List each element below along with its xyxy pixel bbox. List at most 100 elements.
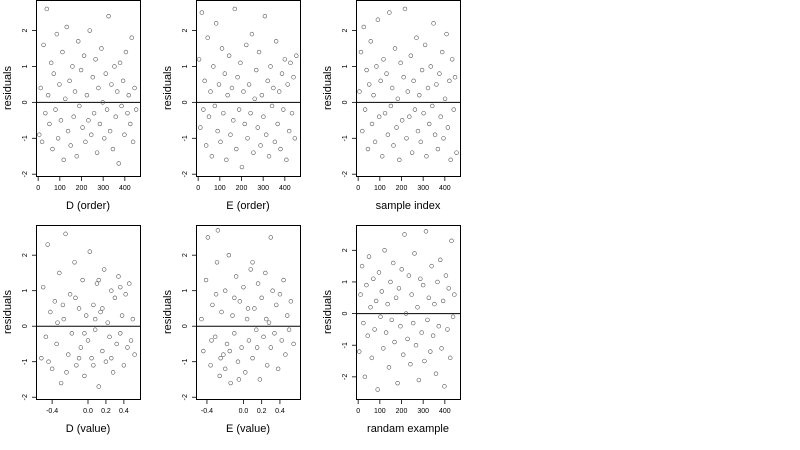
data-point [272,139,278,145]
data-point [110,146,116,152]
data-point [209,338,214,343]
data-point [256,49,262,55]
data-point [205,35,210,40]
data-point [268,64,273,69]
data-point [234,146,239,152]
data-point [358,292,363,297]
data-point [94,150,100,155]
data-point [274,302,279,308]
data-point [288,299,294,304]
data-point [427,121,432,127]
data-point [244,316,250,322]
data-point [382,110,388,116]
data-point [259,92,265,98]
data-point [116,274,121,279]
data-point [45,242,50,247]
data-point [357,89,362,94]
data-point [48,60,54,66]
data-point [48,309,53,315]
data-point [199,10,205,15]
data-point [89,132,94,137]
data-point [246,338,252,343]
data-point [218,139,223,145]
data-point [129,35,134,40]
data-point [45,92,51,98]
y-tick-label: 0 [342,100,349,104]
data-point [203,277,209,283]
data-point [369,355,375,361]
y-tick-label: 2 [182,28,189,32]
x-tick-label: -0.4 [46,408,58,415]
data-point [49,366,55,372]
data-point [132,85,137,91]
x-tick-label: 0.2 [257,408,267,415]
data-point [206,114,212,119]
data-point [239,164,245,170]
data-point [421,110,426,116]
data-point [452,75,458,80]
data-point [126,92,131,98]
data-point [436,324,441,329]
data-point [93,57,98,62]
data-point [100,348,105,354]
data-point [384,71,389,76]
x-tick-label: 0 [196,185,200,192]
data-point [255,125,260,130]
data-point [365,146,371,152]
data-point [264,132,269,137]
data-point [201,348,206,354]
y-tick-label: -1 [182,359,189,365]
x-tick-label: 300 [97,185,109,192]
data-point [416,377,422,383]
data-point [438,257,443,262]
data-point [368,39,373,44]
data-point [123,49,129,55]
data-point [412,251,417,256]
data-point [394,125,399,130]
data-point [44,6,50,12]
data-point [203,143,209,148]
y-tick-label: 0 [182,324,189,328]
data-point [89,355,94,361]
data-point [271,85,276,91]
data-point [54,31,59,37]
data-point [118,331,123,336]
x-tick-label: 0.0 [239,408,249,415]
data-point [435,146,441,152]
y-tick-label: 2 [22,28,29,32]
data-point [50,146,55,152]
data-point [371,276,376,281]
data-point [402,232,407,237]
y-tick-label: 1 [22,289,29,293]
x-axis-title: sample index [376,200,441,212]
data-point [254,67,259,73]
scatter-panel: -0.4 0.0 0.2 0.4 -2 -1 0 1 2 D (value) residuals [2,225,141,435]
data-point [222,366,228,372]
data-point [81,53,87,58]
data-point [248,267,253,272]
x-tick-label: 400 [439,408,451,415]
data-point [91,363,96,368]
data-point [69,331,75,336]
data-point [407,114,412,119]
data-point [228,380,233,386]
data-point [106,13,111,19]
data-point [275,366,281,372]
data-point [434,82,439,87]
data-point [246,82,252,87]
data-point [279,338,284,343]
data-point [64,24,69,30]
data-point [396,286,402,291]
y-axis-title: residuals [322,65,334,110]
y-tick-label: 0 [22,324,29,328]
data-point [404,136,409,141]
data-point [415,128,421,134]
data-point [241,284,246,290]
data-point [393,295,399,300]
y-tick-label: -2 [342,374,349,380]
data-point [71,114,76,119]
data-point [46,359,51,364]
data-point [403,311,409,316]
plot-frame [196,225,301,400]
data-point [64,370,69,375]
